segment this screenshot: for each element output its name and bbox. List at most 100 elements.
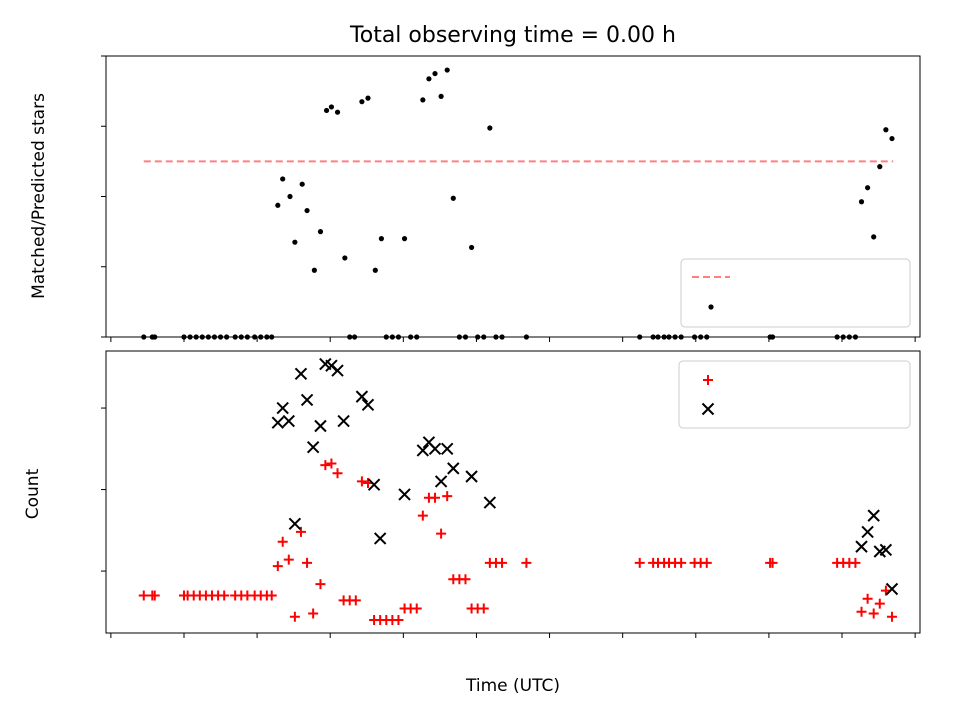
measurement-point xyxy=(347,334,353,340)
measurement-point xyxy=(181,334,187,340)
measurement-point xyxy=(769,334,776,340)
predicted-star-point xyxy=(867,509,880,522)
measurement-point xyxy=(450,195,456,201)
measurement-point xyxy=(383,334,389,340)
measurement-point xyxy=(475,334,481,340)
measurement-point xyxy=(287,193,293,200)
measurement-point xyxy=(258,334,264,340)
measurement-point xyxy=(232,334,238,340)
measurement-point xyxy=(858,199,865,205)
matched-star-point xyxy=(138,590,149,601)
measurement-point xyxy=(493,334,499,340)
measurement-point xyxy=(389,334,395,340)
matched-star-point xyxy=(430,492,441,503)
matched-star-point xyxy=(315,579,326,590)
matched-star-point xyxy=(350,595,361,606)
matched-star-point xyxy=(393,614,404,625)
measurement-point xyxy=(889,135,895,142)
matched-legend-swatch xyxy=(703,375,713,385)
measurement-point xyxy=(865,185,871,191)
measurement-point xyxy=(311,267,317,273)
measurement-point xyxy=(468,244,475,251)
predicted-star-point xyxy=(355,390,369,403)
predicted-star-point xyxy=(331,364,344,377)
predicted-star-point xyxy=(276,401,289,415)
x-axis-label: Time (UTC) xyxy=(465,676,560,696)
measurement-point xyxy=(456,334,462,340)
predicted-star-point xyxy=(337,414,350,428)
measurement-point xyxy=(292,239,298,245)
measurement-point xyxy=(438,93,444,99)
measurement-point xyxy=(280,176,286,182)
measurement-point xyxy=(661,334,667,340)
predicted-star-point xyxy=(483,496,497,509)
measurement-point xyxy=(852,334,859,340)
measurement-point xyxy=(199,334,205,340)
measurement-point xyxy=(378,236,384,242)
top-legend-box xyxy=(680,258,911,328)
predicted-star-point xyxy=(440,442,454,456)
measurement-point xyxy=(211,334,218,340)
measurement-point xyxy=(224,334,230,340)
matched-star-point xyxy=(442,491,453,502)
measurement-point xyxy=(678,334,684,340)
measurement-point xyxy=(877,164,883,170)
measurement-point xyxy=(637,334,643,340)
matched-star-point xyxy=(874,598,885,609)
predicted-star-point xyxy=(361,398,375,411)
matched-star-point xyxy=(320,460,331,471)
measurement-point xyxy=(704,334,710,340)
matched-star-point xyxy=(862,593,873,604)
predicted-star-point xyxy=(447,462,460,475)
matched-star-point xyxy=(272,561,283,572)
predicted-star-point xyxy=(271,416,285,429)
predicted-star-point xyxy=(416,444,430,457)
measurement-point xyxy=(372,267,378,273)
measurement-point xyxy=(846,334,852,340)
matched-star-point xyxy=(411,603,422,614)
matched-star-point xyxy=(676,557,687,568)
matched-star-point xyxy=(308,608,319,619)
measurement-point xyxy=(432,70,438,77)
predicted-star-point xyxy=(465,470,478,483)
measurement-point xyxy=(264,334,270,340)
measurement-point xyxy=(238,334,244,340)
measurement-point xyxy=(317,229,324,235)
matched-star-point xyxy=(219,590,230,601)
predicted-star-point xyxy=(428,442,442,456)
measurement-point xyxy=(252,334,258,340)
predicted-star-point xyxy=(288,517,302,530)
matched-star-point xyxy=(767,557,778,568)
measurement-point xyxy=(323,107,330,114)
predicted-star-point xyxy=(314,419,327,433)
measurements-legend-swatch xyxy=(708,304,714,310)
measurement-point xyxy=(691,334,698,340)
matched-star-point xyxy=(868,608,879,619)
matched-star-point xyxy=(521,557,532,568)
measurement-point xyxy=(328,104,335,110)
matched-star-point xyxy=(326,458,337,469)
matched-star-point xyxy=(332,468,343,479)
measurement-point xyxy=(487,125,493,131)
measurement-point xyxy=(334,109,341,115)
predicted-star-point xyxy=(861,525,874,539)
measurement-point xyxy=(401,236,408,242)
measurement-point xyxy=(672,334,678,340)
predicted-star-point xyxy=(373,532,387,545)
matched-star-point xyxy=(497,557,508,568)
measurement-point xyxy=(304,207,310,214)
measurement-point xyxy=(193,334,199,340)
measurement-point xyxy=(871,234,877,240)
predicted-star-point xyxy=(885,582,899,596)
measurement-point xyxy=(834,334,840,340)
matched-star-point xyxy=(886,611,897,622)
measurement-point xyxy=(666,334,672,340)
measurement-point xyxy=(205,334,211,340)
matched-star-point xyxy=(634,557,645,568)
matched-star-point xyxy=(417,510,428,521)
measurement-point xyxy=(351,334,358,340)
measurement-point xyxy=(426,76,432,82)
matched-star-point xyxy=(856,606,867,617)
